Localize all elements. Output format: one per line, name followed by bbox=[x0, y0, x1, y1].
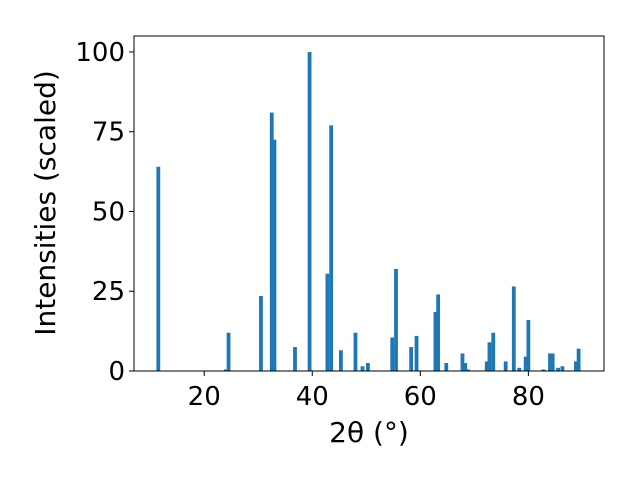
bar-15 bbox=[394, 268, 398, 371]
bar-6 bbox=[293, 347, 297, 371]
bar-11 bbox=[353, 332, 358, 371]
y-tick-label-3: 75 bbox=[92, 118, 125, 148]
bar-38 bbox=[576, 348, 581, 371]
bar-8 bbox=[325, 273, 330, 371]
bar-17 bbox=[414, 335, 419, 371]
x-axis: 20 40 60 80 bbox=[188, 371, 545, 412]
bar-22 bbox=[463, 363, 468, 371]
y-tick-label-4: 100 bbox=[75, 38, 125, 68]
bar-24 bbox=[484, 361, 489, 371]
bar-36 bbox=[560, 366, 565, 371]
bar-33 bbox=[548, 353, 552, 371]
bar-28 bbox=[511, 286, 516, 371]
bar-0 bbox=[156, 166, 161, 371]
y-tick-label-2: 50 bbox=[92, 197, 125, 227]
bar-21 bbox=[460, 353, 465, 371]
bar-3 bbox=[259, 296, 263, 371]
bar-14 bbox=[390, 337, 395, 371]
bar-12 bbox=[360, 366, 365, 371]
bar-16 bbox=[409, 347, 414, 371]
bar-31 bbox=[526, 319, 531, 371]
bar-5 bbox=[272, 139, 277, 371]
bar-4 bbox=[269, 112, 274, 371]
x-tick-label-2: 60 bbox=[404, 382, 437, 412]
bar-20 bbox=[444, 363, 449, 371]
y-tick-label-0: 0 bbox=[108, 357, 125, 387]
x-tick-label-1: 40 bbox=[296, 382, 329, 412]
bar-29 bbox=[517, 367, 522, 371]
y-tick-label-1: 25 bbox=[92, 277, 125, 307]
bar-2 bbox=[226, 332, 231, 371]
bar-37 bbox=[574, 361, 578, 371]
bar-25 bbox=[487, 342, 492, 371]
plot-frame bbox=[133, 35, 605, 372]
x-tick-label-3: 80 bbox=[512, 382, 545, 412]
bar-30 bbox=[523, 356, 528, 371]
bars-group bbox=[156, 51, 581, 371]
bar-9 bbox=[329, 125, 334, 371]
x-tick-label-0: 20 bbox=[188, 382, 221, 412]
bar-34 bbox=[550, 353, 555, 371]
bar-32 bbox=[541, 369, 546, 371]
bar-10 bbox=[339, 350, 343, 371]
y-axis-label: Intensities (scaled) bbox=[29, 70, 62, 336]
bar-1 bbox=[223, 369, 228, 371]
bar-19 bbox=[436, 294, 441, 371]
bar-35 bbox=[556, 367, 560, 371]
y-axis: 0 25 50 75 100 bbox=[75, 38, 134, 387]
bar-23 bbox=[465, 369, 470, 371]
bar-27 bbox=[503, 361, 508, 371]
bar-7 bbox=[307, 51, 312, 371]
bar-26 bbox=[491, 332, 496, 371]
x-axis-label: 2θ (°) bbox=[329, 416, 409, 449]
bar-13 bbox=[366, 363, 370, 371]
bar-18 bbox=[433, 311, 438, 371]
